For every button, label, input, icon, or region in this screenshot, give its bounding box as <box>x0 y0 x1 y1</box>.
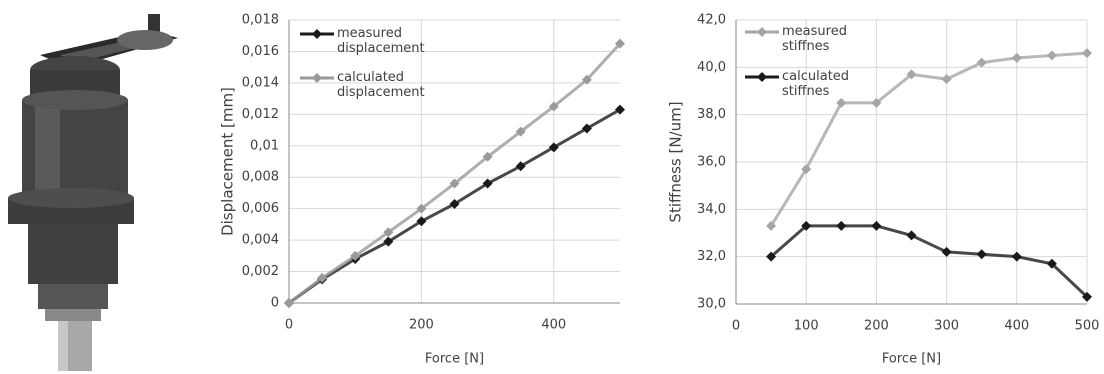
y-tick-label: 36,0 <box>697 155 726 170</box>
marker <box>284 298 294 308</box>
x-tick-label: 100 <box>794 319 819 334</box>
marker <box>836 97 847 108</box>
y-tick-label: 30,0 <box>697 297 726 312</box>
marker <box>906 230 917 241</box>
marker <box>449 178 460 189</box>
marker <box>548 101 559 112</box>
x-tick-label: 300 <box>934 319 959 334</box>
y-tick-label: 0,01 <box>250 138 279 153</box>
x-axis-title: Force [N] <box>882 352 941 367</box>
marker <box>383 227 394 238</box>
y-tick-label: 40,0 <box>697 60 726 75</box>
marker <box>871 97 882 108</box>
y-tick-label: 0,004 <box>242 233 279 248</box>
marker <box>976 249 987 260</box>
marker <box>548 142 559 153</box>
marker <box>766 251 777 262</box>
y-tick-label: 32,0 <box>697 249 726 264</box>
x-tick-label: 200 <box>409 318 434 333</box>
marker <box>1011 251 1022 262</box>
y-tick-label: 0,008 <box>242 170 279 185</box>
legend-marker <box>757 72 767 82</box>
x-tick-label: 0 <box>732 319 740 334</box>
marker <box>317 272 328 283</box>
marker <box>1082 48 1092 59</box>
marker <box>941 74 952 85</box>
y-tick-label: 0,012 <box>242 107 279 122</box>
legend-label: measured stiffnes <box>782 24 847 54</box>
y-axis-title: Displacement [mm] <box>219 87 237 236</box>
marker <box>515 126 526 137</box>
x-axis-title: Force [N] <box>425 352 484 367</box>
marker <box>906 69 917 80</box>
legend-marker <box>312 29 322 39</box>
marker <box>1046 50 1057 61</box>
motor-render <box>8 14 178 371</box>
legend-marker <box>757 27 767 37</box>
legend-label: measured displacement <box>337 26 425 56</box>
marker <box>766 220 777 231</box>
marker <box>416 216 427 227</box>
y-tick-label: 0,014 <box>242 75 279 90</box>
marker <box>515 161 526 172</box>
marker <box>801 220 812 231</box>
x-tick-label: 0 <box>285 318 293 333</box>
y-tick-label: 0,002 <box>242 264 279 279</box>
legend-marker <box>312 73 322 83</box>
y-axis-title: Stiffness [N/um] <box>667 101 685 222</box>
y-tick-label: 38,0 <box>697 107 726 122</box>
marker <box>350 250 361 261</box>
marker <box>1082 291 1092 302</box>
marker <box>449 198 460 209</box>
marker <box>976 57 987 68</box>
y-tick-label: 0,016 <box>242 44 279 59</box>
x-tick-label: 200 <box>864 319 889 334</box>
marker <box>1011 52 1022 63</box>
x-tick-label: 500 <box>1075 319 1100 334</box>
marker <box>482 178 493 189</box>
legend-label: calculated stiffnes <box>782 69 850 99</box>
marker <box>871 220 882 231</box>
marker <box>383 236 394 247</box>
marker <box>615 38 625 49</box>
legend-label: calculated displacement <box>337 70 425 100</box>
marker <box>941 246 952 257</box>
x-tick-label: 400 <box>541 318 566 333</box>
x-tick-label: 400 <box>1004 319 1029 334</box>
marker <box>482 151 493 162</box>
marker <box>615 104 625 115</box>
marker <box>416 203 427 214</box>
y-tick-label: 42,0 <box>697 13 726 28</box>
marker <box>1046 258 1057 269</box>
y-tick-label: 0,018 <box>242 13 279 28</box>
series-line <box>769 51 1088 227</box>
y-tick-label: 0 <box>271 296 279 311</box>
marker <box>801 164 812 175</box>
marker <box>581 123 592 134</box>
y-tick-label: 34,0 <box>697 202 726 217</box>
marker <box>581 74 592 85</box>
y-tick-label: 0,006 <box>242 201 279 216</box>
series-line <box>770 224 1089 298</box>
marker <box>836 220 847 231</box>
